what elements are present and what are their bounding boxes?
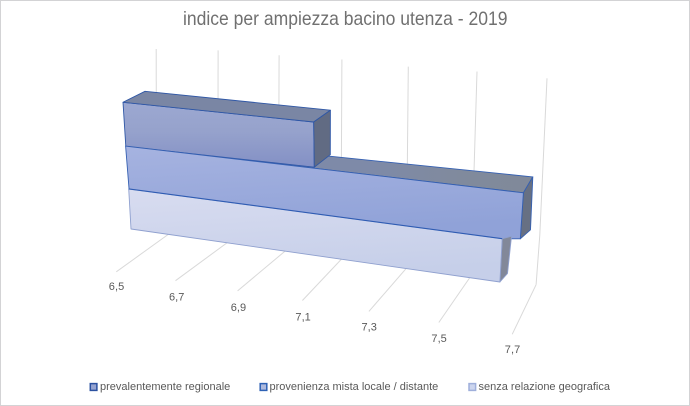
svg-text:prevalentemente regionale: prevalentemente regionale (100, 381, 230, 393)
svg-text:indice per ampiezza bacino ute: indice per ampiezza bacino utenza - 2019 (183, 8, 508, 30)
svg-text:provenienza mista locale / dis: provenienza mista locale / distante (270, 381, 439, 393)
svg-text:6,7: 6,7 (169, 292, 184, 304)
svg-text:6,9: 6,9 (231, 302, 246, 314)
svg-text:senza relazione geografica: senza relazione geografica (479, 381, 611, 393)
svg-text:7,5: 7,5 (431, 333, 446, 345)
svg-text:6,5: 6,5 (109, 281, 124, 293)
svg-text:7,3: 7,3 (362, 322, 377, 334)
svg-text:7,7: 7,7 (505, 344, 520, 356)
svg-text:7,1: 7,1 (295, 311, 310, 323)
